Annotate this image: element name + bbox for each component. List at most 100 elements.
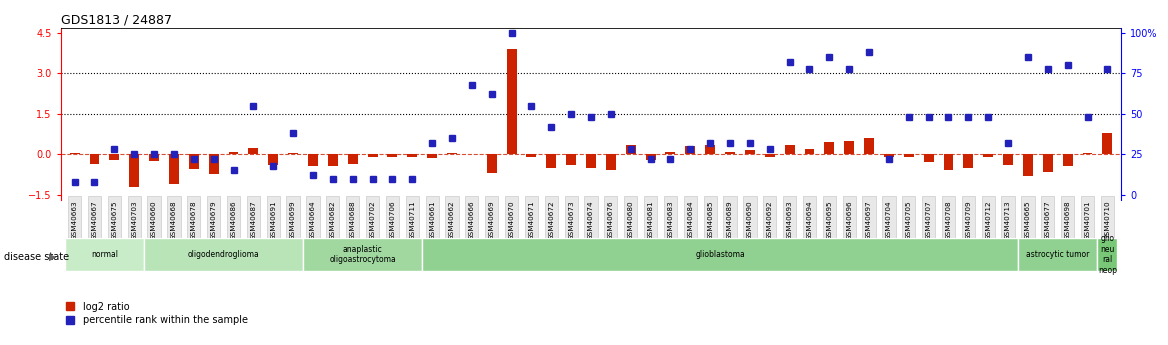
Bar [303,238,422,271]
Text: GSM40709: GSM40709 [966,200,972,240]
Bar [169,154,179,184]
Bar [884,154,894,157]
Bar [626,145,635,154]
Text: GSM40667: GSM40667 [91,200,97,240]
Text: GSM40712: GSM40712 [986,200,992,240]
Text: GSM40680: GSM40680 [627,200,634,240]
Text: GSM40707: GSM40707 [925,200,932,240]
Text: GSM40660: GSM40660 [151,200,157,240]
Bar [964,154,973,168]
Bar [1063,154,1072,166]
Text: GSM40676: GSM40676 [607,200,614,240]
Text: GSM40693: GSM40693 [786,200,793,240]
Bar [130,154,139,187]
Text: GSM40705: GSM40705 [905,200,912,240]
Text: GSM40699: GSM40699 [290,200,297,240]
Text: GSM40674: GSM40674 [588,200,595,240]
Bar [725,151,735,154]
Legend: log2 ratio, percentile rank within the sample: log2 ratio, percentile rank within the s… [65,302,248,325]
Text: GSM40713: GSM40713 [1006,200,1011,240]
Bar [150,154,159,161]
Text: astrocytic tumor: astrocytic tumor [1026,250,1090,259]
Text: GSM40678: GSM40678 [190,200,196,240]
Text: GSM40697: GSM40697 [865,200,872,240]
Text: GSM40701: GSM40701 [1085,200,1091,240]
Bar [249,148,258,154]
Text: GSM40661: GSM40661 [429,200,436,240]
Text: glio
neu
ral
neop: glio neu ral neop [1098,234,1117,275]
Text: GSM40687: GSM40687 [250,200,257,240]
Text: GSM40688: GSM40688 [349,200,356,240]
Bar [507,49,516,154]
Bar [1098,238,1118,271]
Bar [924,154,933,162]
Text: GSM40679: GSM40679 [210,200,216,240]
Bar [646,154,655,160]
Text: GSM40675: GSM40675 [111,200,117,240]
Text: GSM40665: GSM40665 [1026,200,1031,240]
Text: GSM40702: GSM40702 [369,200,376,240]
Text: GSM40670: GSM40670 [508,200,515,240]
Bar [1083,153,1092,154]
Bar [705,145,715,154]
Text: GSM40672: GSM40672 [548,200,555,240]
Text: GSM40684: GSM40684 [687,200,694,240]
Text: GSM40677: GSM40677 [1045,200,1051,240]
Text: GSM40708: GSM40708 [945,200,952,240]
Text: GSM40703: GSM40703 [131,200,137,240]
Bar [1103,133,1112,154]
Bar [805,149,814,154]
Text: GSM40673: GSM40673 [568,200,575,240]
Bar [1043,154,1052,172]
Bar [144,238,303,271]
Bar [64,238,144,271]
Bar [427,154,437,158]
Bar [328,154,338,166]
Bar [368,154,377,157]
Text: normal: normal [91,250,118,259]
Bar [844,141,854,154]
Bar [983,154,993,157]
Text: GSM40682: GSM40682 [329,200,336,240]
Text: GSM40691: GSM40691 [270,200,277,240]
Text: GSM40664: GSM40664 [310,200,317,240]
Text: GSM40690: GSM40690 [746,200,753,240]
Text: oligodendroglioma: oligodendroglioma [188,250,259,259]
Text: ▶: ▶ [49,252,56,262]
Text: GSM40666: GSM40666 [468,200,475,240]
Bar [189,154,199,169]
Bar [1003,154,1013,165]
Text: disease state: disease state [4,252,69,262]
Bar [487,154,496,173]
Bar [745,150,755,154]
Text: GSM40683: GSM40683 [667,200,674,240]
Bar [547,154,556,168]
Bar [90,154,99,164]
Bar [447,153,457,154]
Text: glioblastoma: glioblastoma [695,250,745,259]
Text: GSM40668: GSM40668 [171,200,176,240]
Text: GSM40662: GSM40662 [449,200,456,240]
Text: GSM40706: GSM40706 [389,200,396,240]
Text: GSM40695: GSM40695 [826,200,833,240]
Text: GSM40704: GSM40704 [885,200,892,240]
Bar [566,154,576,165]
Text: GSM40663: GSM40663 [71,200,77,240]
Bar [586,154,596,168]
Bar [1018,238,1098,271]
Text: anaplastic
oligoastrocytoma: anaplastic oligoastrocytoma [329,245,396,264]
Bar [666,151,675,154]
Bar [229,151,238,154]
Bar [422,238,1018,271]
Bar [785,145,794,154]
Bar [686,146,695,154]
Bar [765,154,774,157]
Text: GSM40692: GSM40692 [766,200,773,240]
Bar [944,154,953,170]
Bar [388,154,397,157]
Text: GSM40685: GSM40685 [707,200,714,240]
Text: GDS1813 / 24887: GDS1813 / 24887 [61,13,172,27]
Bar [269,154,278,165]
Text: GSM40689: GSM40689 [726,200,734,240]
Bar [1023,154,1033,176]
